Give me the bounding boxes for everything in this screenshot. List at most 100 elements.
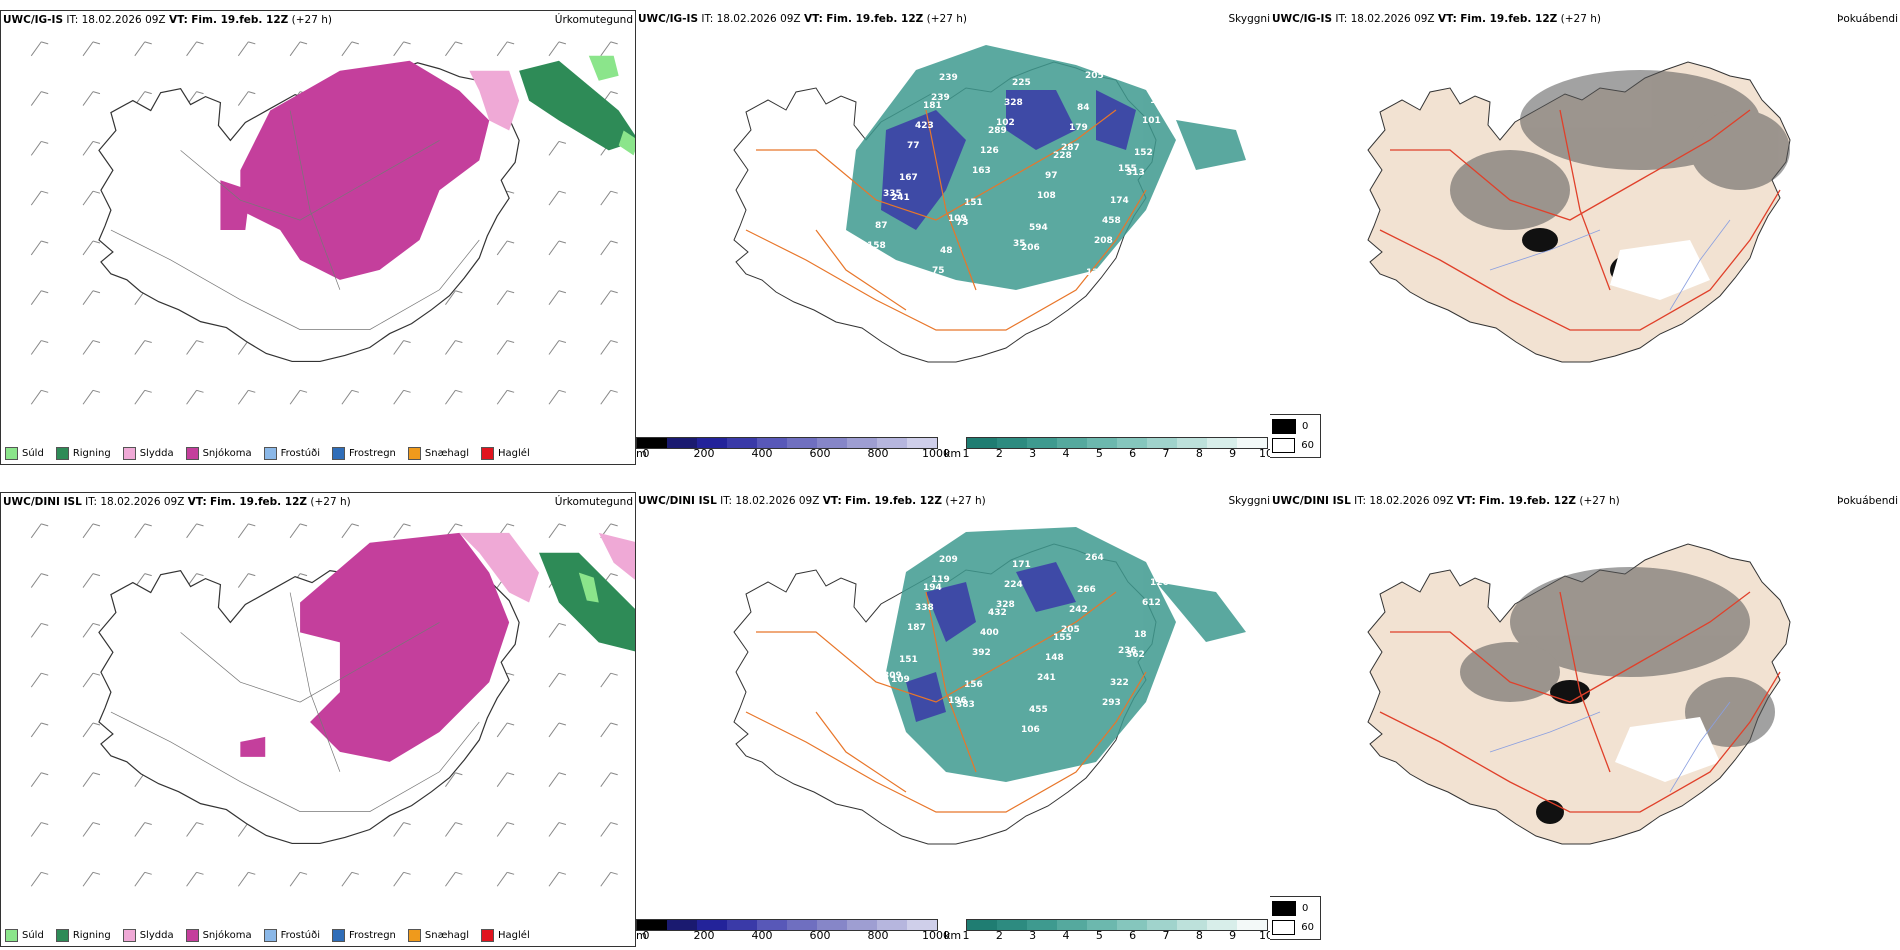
wind-barb [548,389,567,405]
wind-barb [341,871,359,887]
colorbar-tick-label: 10 [1259,929,1272,942]
fog-swatch [1272,438,1296,453]
legend-swatch [332,446,345,460]
wind-barbs [30,41,618,405]
wind-barb [82,871,101,887]
wind-barb [548,822,567,837]
cloud-base-label: 196 [948,696,967,706]
cloud-base-label: 149 [1158,76,1177,86]
colorbar-step [967,438,997,448]
cloud-base-label: 266 [1077,585,1096,595]
legend-swatch [407,928,421,942]
cloud-base-label: 108 [1037,191,1056,201]
cloud-base-label: 208 [1094,236,1113,246]
wind-barb [341,389,359,405]
cloud-base-label: 400 [980,628,999,638]
legend-swatch [55,928,69,942]
cloud-base-labels: 165 209 171 264 127 119 224 266 126 194 328 242 612 3… [866,550,1177,735]
wind-barb [237,91,256,106]
wind-barb [30,290,49,305]
visibility-map: 165 209 171 264 127 119 224 266 126 194 328 242 612 3… [733,527,1246,845]
roads [1379,109,1781,331]
vis-colorbar-bottom [966,919,1268,931]
fog-legend-bottom: 0 60 [1270,896,1321,940]
colorbar-step [1027,438,1057,448]
drizzle-area [588,55,635,156]
colorbar-tick-label: 4 [1062,447,1070,460]
cloud-base-label: 35 [1013,239,1026,249]
cloud-base-label: 151 [964,198,983,208]
colorbar-step [727,438,757,448]
colorbar-step [997,920,1027,930]
legend-item: Snæhagl [407,446,469,460]
roads [1379,591,1781,813]
wind-barb [82,672,101,688]
low-visibility-area [886,527,1246,782]
vis-colorbar-top [966,437,1268,449]
precip-type-map [30,523,635,887]
colorbar-tick-label: 7 [1162,447,1170,460]
vis-ticks-top: 1 2 3 4 5 6 7 8 9 10 [963,447,1273,461]
cloud-base-label: 293 [1102,698,1121,708]
legend-item: Rigning [55,446,111,460]
wind-barb [393,822,411,837]
cloud-base-label: 313 [1126,168,1145,178]
cloud-base-label: 73 [956,218,969,228]
colorbar-step [877,438,907,448]
rivers [1489,219,1731,311]
legend-item: Snæhagl [407,928,469,942]
cloud-base-label: 187 [907,623,926,633]
wind-barb [496,822,515,837]
colorbar-tick-label: 8 [1195,447,1203,460]
cloud-base-label: 102 [996,118,1015,128]
cloud-base-label: 264 [1085,553,1104,563]
wind-barb [82,240,101,256]
colorbar-tick-label: 3 [1029,447,1037,460]
cloud-colorbar-top [636,437,938,449]
cloud-base-label: 174 [1110,196,1129,206]
wind-barb [548,190,567,206]
colorbar-step [667,438,697,448]
wind-barb [548,523,567,539]
cloud-base-label: 612 [1142,598,1161,608]
wind-barb [445,290,463,305]
colorbar-step [1177,438,1207,448]
field-name: Úrkomutegund [554,496,633,508]
legend-item: Frostregn [332,928,396,942]
precip-type-panel-bottom: UWC/DINI ISL IT: 18.02.2026 09Z VT: Fim.… [0,492,636,947]
legend-item: Frostregn [332,446,396,460]
field-name: Skyggni [1228,495,1271,507]
colorbar-step [817,920,847,930]
cloud-base-label: 205 [1061,625,1080,635]
wind-barb [548,340,567,355]
cloud-base-label: 181 [923,101,942,111]
cloud-base-label: 241 [1037,673,1056,683]
colorbar-tick-label: 200 [693,447,715,460]
cloud-base-label: 151 [899,655,918,665]
fog-shading [1460,567,1775,747]
roads [110,592,480,812]
panel-header: UWC/DINI ISL IT: 18.02.2026 09Z VT: Fim.… [1272,492,1898,510]
legend-swatch [5,928,18,942]
colorbar-tick-label: 1000 [922,447,950,460]
rain-area [539,552,635,652]
wind-barb [134,41,152,57]
legend-swatch [185,446,199,460]
wind-barb [30,822,49,837]
wind-barb [496,871,515,887]
cloud-base-label: 287 [1061,143,1080,153]
wind-barb [548,622,567,638]
cloud-base-label: 206 [1021,243,1040,253]
colorbar-step [1117,920,1147,930]
wind-barb [186,340,204,355]
legend-item: Slydda [122,928,174,942]
colorbar-tick-label: 600 [809,447,831,460]
wind-barb [30,140,49,156]
wind-barb [600,871,618,887]
roads [745,109,1147,331]
sleet-area [469,70,520,131]
cloud-base-label: 236 [1118,646,1137,656]
panel-header: UWC/IG-IS IT: 18.02.2026 09Z VT: Fim. 19… [1272,10,1898,28]
legend-swatch [407,446,421,460]
cloud-base-label: 383 [956,700,975,710]
